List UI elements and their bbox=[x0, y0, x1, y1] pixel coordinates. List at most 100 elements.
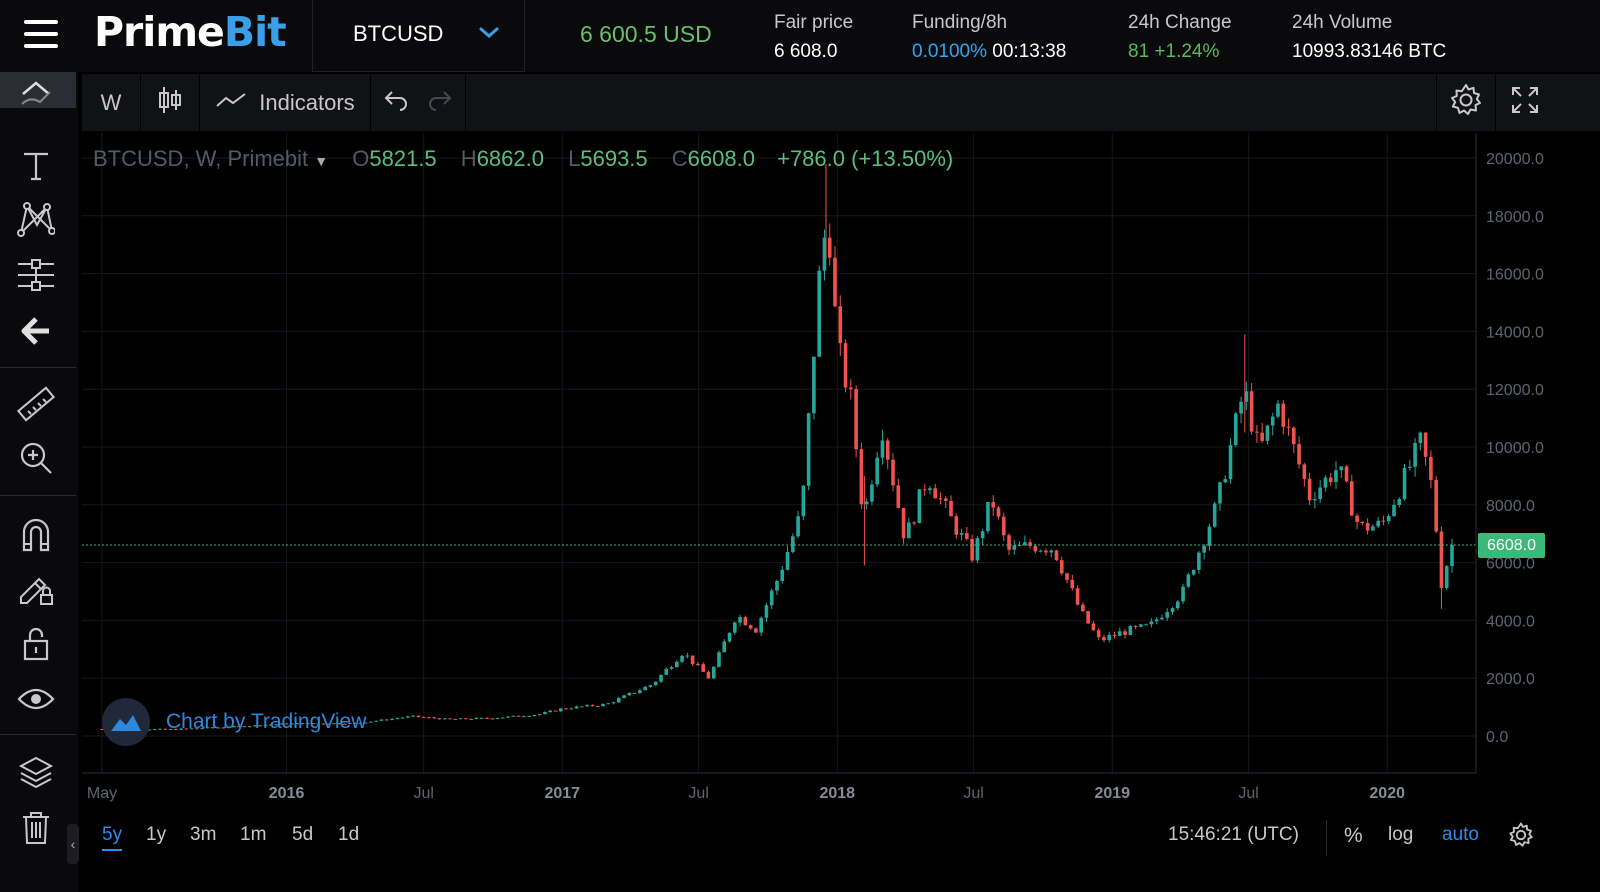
collapse-tools-button[interactable] bbox=[0, 72, 76, 108]
candle-body bbox=[991, 502, 996, 508]
volume-stat: 24h Volume 10993.83146 BTC bbox=[1292, 8, 1446, 66]
tool-separator bbox=[0, 367, 76, 368]
candle-body bbox=[917, 489, 922, 524]
candle-body bbox=[184, 728, 189, 730]
percent-toggle[interactable]: % bbox=[1344, 824, 1363, 847]
candle-body bbox=[806, 413, 811, 486]
candle-body bbox=[1265, 425, 1270, 441]
undo-icon[interactable] bbox=[383, 89, 409, 116]
price-chart[interactable]: 20000.0 18000.0 16000.0 14000.0 12000.0 10000… bbox=[82, 133, 1600, 808]
candle-body bbox=[464, 718, 468, 720]
back-arrow-icon[interactable] bbox=[14, 309, 58, 353]
brand-part1: Prime bbox=[94, 8, 225, 56]
menu-icon[interactable] bbox=[24, 20, 58, 50]
interval-button[interactable]: W bbox=[82, 74, 141, 131]
candle-type-button[interactable] bbox=[141, 74, 200, 131]
unlock-icon[interactable] bbox=[14, 622, 58, 666]
candle-body bbox=[348, 723, 352, 725]
eye-icon[interactable] bbox=[14, 677, 58, 721]
candle-body bbox=[200, 728, 204, 730]
lock-drawing-icon[interactable] bbox=[14, 566, 58, 610]
ruler-icon[interactable] bbox=[14, 382, 58, 426]
range-3m[interactable]: 3m bbox=[190, 824, 217, 845]
range-1d[interactable]: 1d bbox=[338, 824, 360, 845]
range-1m[interactable]: 1m bbox=[240, 824, 267, 845]
candle-body bbox=[1107, 634, 1112, 641]
tradingview-watermark[interactable]: Chart by TradingView bbox=[102, 698, 366, 746]
candle-body bbox=[1170, 608, 1175, 612]
candle-body bbox=[1175, 601, 1180, 609]
series-name[interactable]: BTCUSD, W, Primebit bbox=[93, 146, 309, 171]
prediction-tool-icon[interactable] bbox=[14, 253, 58, 297]
candle-body bbox=[495, 718, 500, 720]
tool-separator bbox=[0, 495, 76, 496]
candle-body bbox=[1397, 499, 1402, 505]
candle-body bbox=[221, 727, 226, 729]
close-value: 6608.0 bbox=[687, 146, 755, 171]
candle-body bbox=[606, 703, 611, 705]
candle-body bbox=[1128, 626, 1133, 636]
y-tick-label: 14000.0 bbox=[1486, 324, 1544, 341]
candle-body bbox=[1001, 516, 1006, 536]
candle-body bbox=[748, 625, 753, 629]
tool-separator bbox=[0, 734, 76, 735]
candle-body bbox=[611, 702, 616, 704]
candle-body bbox=[1117, 631, 1122, 636]
redo-icon[interactable] bbox=[427, 89, 453, 116]
candle-body bbox=[1418, 432, 1423, 444]
range-1y[interactable]: 1y bbox=[146, 824, 167, 845]
candle-body bbox=[469, 718, 473, 720]
magnet-icon[interactable] bbox=[14, 512, 58, 556]
candle-body bbox=[1033, 545, 1038, 552]
candle-body bbox=[864, 501, 869, 505]
range-5y[interactable]: 5y bbox=[102, 824, 123, 851]
caret-down-icon[interactable]: ▼ bbox=[314, 153, 329, 169]
candle-body bbox=[1139, 624, 1143, 627]
candle-body bbox=[675, 661, 679, 668]
bottom-separator bbox=[1326, 820, 1327, 856]
candle-body bbox=[500, 717, 505, 719]
symbol-selector[interactable]: BTCUSD bbox=[312, 0, 525, 72]
candle-body bbox=[300, 723, 305, 725]
candle-body bbox=[311, 723, 315, 725]
candle-body bbox=[290, 723, 294, 725]
candle-body bbox=[516, 715, 521, 717]
log-toggle[interactable]: log bbox=[1388, 824, 1414, 845]
fullscreen-button[interactable] bbox=[1495, 74, 1555, 131]
range-5d[interactable]: 5d bbox=[292, 824, 314, 845]
drawing-toolbar: ‹ bbox=[0, 72, 79, 892]
trash-icon[interactable] bbox=[14, 806, 58, 850]
utc-clock[interactable]: 15:46:21 (UTC) bbox=[1168, 824, 1299, 845]
candle-body bbox=[1038, 550, 1043, 552]
candle-body bbox=[943, 498, 948, 501]
candle-body bbox=[933, 488, 938, 499]
candle-body bbox=[1249, 391, 1254, 432]
candle-body bbox=[733, 622, 737, 633]
gear-icon[interactable] bbox=[1508, 822, 1534, 853]
candle-body bbox=[1133, 626, 1138, 628]
indicators-button[interactable]: Indicators bbox=[200, 74, 371, 131]
candle-body bbox=[427, 717, 431, 719]
candle-body bbox=[1149, 621, 1154, 625]
candle-body bbox=[1228, 445, 1233, 480]
open-value: 5821.5 bbox=[369, 146, 437, 171]
text-tool-icon[interactable] bbox=[14, 144, 58, 188]
candle-body bbox=[1233, 413, 1238, 446]
settings-button[interactable] bbox=[1436, 74, 1496, 131]
candle-body bbox=[342, 723, 347, 725]
current-price-badge: 6608.0 bbox=[1478, 533, 1545, 558]
candle-body bbox=[268, 724, 273, 726]
chevron-left-icon[interactable]: ‹ bbox=[67, 824, 79, 864]
candle-body bbox=[1049, 550, 1054, 553]
layers-icon[interactable] bbox=[14, 750, 58, 794]
zoom-in-icon[interactable] bbox=[14, 436, 58, 480]
candle-body bbox=[954, 516, 959, 535]
brand-logo[interactable]: PrimeBit bbox=[94, 8, 287, 56]
pattern-tool-icon[interactable] bbox=[14, 197, 58, 241]
auto-toggle[interactable]: auto bbox=[1442, 824, 1479, 845]
candle-body bbox=[1202, 545, 1206, 553]
candle-body bbox=[442, 718, 447, 720]
candle-body bbox=[506, 716, 510, 718]
candle-body bbox=[1307, 478, 1312, 501]
candle-body bbox=[590, 704, 595, 707]
